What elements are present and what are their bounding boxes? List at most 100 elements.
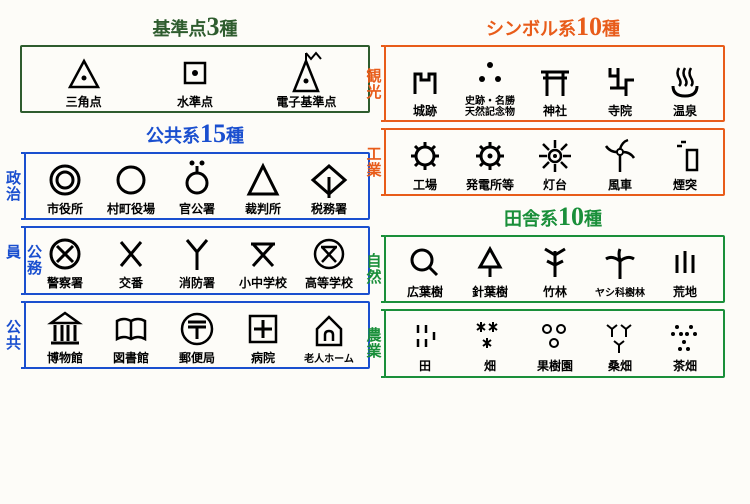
broadleaf-icon: [405, 243, 445, 283]
title-prefix: 田舎系: [504, 209, 558, 229]
left-column: 基準点3種 三角点 水準点 電子基準点 公共系15種 政治: [20, 8, 370, 375]
title-suffix: 種: [220, 19, 238, 39]
reference-title: 基準点3種: [20, 12, 370, 42]
label: 竹林: [522, 286, 587, 299]
reference-row: 三角点 水準点 電子基準点: [28, 51, 362, 109]
tea-icon: [665, 317, 705, 357]
benchmark-icon: [175, 53, 215, 93]
cell-windmill: 風車: [587, 134, 652, 192]
nursing-icon: [309, 311, 349, 351]
label: 税務署: [296, 203, 362, 216]
cell-electronic-ref: 電子基準点: [251, 51, 362, 109]
label: 市役所: [32, 203, 98, 216]
industry-box: 工業 工場 発電所等 灯台 風車 煙突: [384, 128, 725, 196]
label: 針葉樹: [457, 286, 522, 299]
shrine-icon: [535, 62, 575, 102]
cell-fire-station: 消防署: [164, 232, 230, 290]
label: 官公署: [164, 203, 230, 216]
chimney-icon: [665, 136, 705, 176]
label: 郵便局: [164, 352, 230, 365]
reference-box: 三角点 水準点 電子基準点: [20, 45, 370, 113]
title-count: 10: [576, 12, 602, 41]
cell-city-hall: 市役所: [32, 158, 98, 216]
cell-town-hall: 村町役場: [98, 158, 164, 216]
title-count: 10: [558, 202, 584, 231]
title-prefix: シンボル系: [486, 19, 576, 39]
label: 図書館: [98, 352, 164, 365]
title-suffix: 種: [226, 126, 244, 146]
cell-temple: 寺院: [587, 60, 652, 118]
school-icon: [243, 234, 283, 274]
police-icon: [45, 234, 85, 274]
town-hall-icon: [111, 160, 151, 200]
power-icon: [470, 136, 510, 176]
electronic-ref-icon: [282, 51, 330, 95]
gov-office-icon: [177, 160, 217, 200]
label: 警察署: [32, 277, 98, 290]
high-school-icon: [309, 234, 349, 274]
cell-castle: 城跡: [392, 60, 457, 118]
farming-box: 農業 田 畑 果樹園 桑畑 茶畑: [384, 309, 725, 377]
title-count: 3: [207, 12, 220, 41]
label: 病院: [230, 352, 296, 365]
palm-icon: [600, 245, 640, 285]
cell-field: 畑: [457, 315, 522, 373]
label: 電子基準点: [251, 96, 362, 109]
label: 灯台: [522, 179, 587, 192]
label: 発電所等: [457, 179, 522, 192]
label: 三角点: [28, 96, 139, 109]
hotspring-icon: [665, 62, 705, 102]
mulberry-icon: [600, 317, 640, 357]
orchard-icon: [535, 317, 575, 357]
label: 城跡: [392, 105, 457, 118]
side-label: 公共: [2, 319, 23, 351]
conifer-icon: [470, 243, 510, 283]
label: 博物館: [32, 352, 98, 365]
side-label: 工業: [362, 146, 383, 178]
label: 史跡・名勝 天然記念物: [457, 96, 522, 118]
museum-icon: [45, 309, 85, 349]
triangulation-icon: [64, 53, 104, 93]
label: ヤシ科樹林: [587, 288, 652, 299]
right-column: シンボル系10種 観光 城跡 史跡・名勝 天然記念物 神社 寺院: [380, 8, 725, 384]
title-suffix: 種: [584, 209, 602, 229]
label: 老人ホーム: [296, 354, 362, 365]
fire-icon: [177, 234, 217, 274]
cell-bamboo: 竹林: [522, 241, 587, 299]
cell-hot-spring: 温泉: [652, 60, 717, 118]
cell-chimney: 煙突: [652, 134, 717, 192]
cell-hospital: 病院: [230, 307, 296, 365]
cell-library: 図書館: [98, 307, 164, 365]
lighthouse-icon: [535, 136, 575, 176]
public-facility-box: 公共 博物館 図書館 郵便局 病院 老人ホーム: [24, 301, 370, 369]
label: 交番: [98, 277, 164, 290]
court-icon: [243, 160, 283, 200]
cell-nursing-home: 老人ホーム: [296, 309, 362, 365]
label: 畑: [457, 360, 522, 373]
label: 消防署: [164, 277, 230, 290]
side-label: 政治: [2, 170, 23, 202]
side-label: 観光: [362, 68, 383, 100]
koban-icon: [111, 234, 151, 274]
label: 村町役場: [98, 203, 164, 216]
castle-icon: [405, 62, 445, 102]
public-title: 公共系15種: [20, 119, 370, 149]
label: 煙突: [652, 179, 717, 192]
cell-broadleaf: 広葉樹: [392, 241, 457, 299]
tax-office-icon: [309, 160, 349, 200]
cell-museum: 博物館: [32, 307, 98, 365]
windmill-icon: [600, 136, 640, 176]
cell-triangulation: 三角点: [28, 51, 139, 109]
side-label: 公務員: [2, 244, 44, 276]
label: 温泉: [652, 105, 717, 118]
library-icon: [111, 309, 151, 349]
label: 水準点: [139, 96, 250, 109]
label: 小中学校: [230, 277, 296, 290]
title-prefix: 公共系: [146, 126, 200, 146]
cell-mulberry: 桑畑: [587, 315, 652, 373]
hospital-icon: [243, 309, 283, 349]
cell-shrine: 神社: [522, 60, 587, 118]
side-label: 自然: [362, 253, 383, 285]
label: 茶畑: [652, 360, 717, 373]
historic-icon: [470, 53, 510, 93]
